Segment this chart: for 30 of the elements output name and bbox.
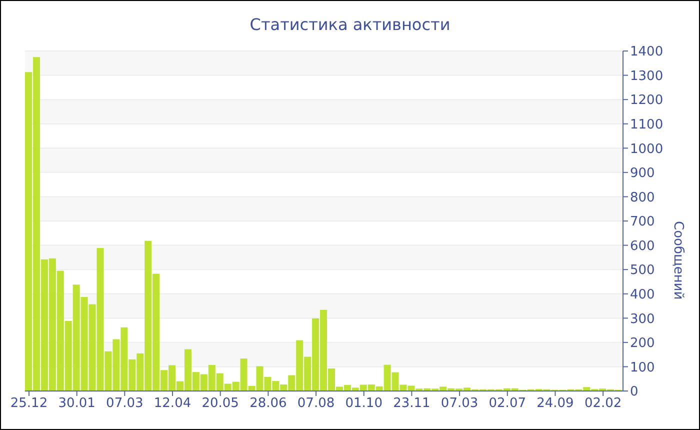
x-tick-label: 20.05 bbox=[202, 396, 239, 412]
y-axis-title: Сообщений bbox=[670, 221, 686, 300]
x-tick-label: 24.09 bbox=[536, 396, 574, 412]
x-tick-label: 12.04 bbox=[154, 396, 192, 412]
y-tick-label: 600 bbox=[630, 238, 655, 254]
x-tick-label: 23.11 bbox=[393, 396, 430, 412]
y-tick-label: 100 bbox=[630, 360, 655, 376]
x-tick-label: 25.12 bbox=[10, 396, 48, 412]
x-tick-label: 01.10 bbox=[345, 396, 382, 412]
x-tick-label: 07.03 bbox=[440, 396, 478, 412]
x-tick-label: 07.08 bbox=[297, 396, 335, 412]
y-tick-label: 900 bbox=[630, 166, 655, 182]
y-tick-label: 0 bbox=[630, 384, 638, 400]
y-tick-label: 1000 bbox=[630, 142, 664, 157]
y-tick-label: 300 bbox=[630, 312, 655, 327]
y-tick-label: 1200 bbox=[630, 93, 664, 108]
x-tick-label: 28.06 bbox=[250, 396, 287, 412]
y-tick-label: 1400 bbox=[630, 44, 664, 60]
y-tick-label: 1100 bbox=[630, 117, 664, 132]
y-tick-label: 700 bbox=[630, 214, 655, 230]
y-tick-label: 400 bbox=[630, 287, 655, 302]
chart-title: Статистика активности bbox=[248, 15, 452, 34]
x-tick-label: 02.07 bbox=[488, 396, 526, 412]
y-tick-label: 1300 bbox=[630, 68, 664, 84]
x-tick-label: 02.02 bbox=[584, 396, 622, 412]
y-tick-label: 200 bbox=[630, 336, 655, 352]
x-tick-label: 30.01 bbox=[58, 396, 96, 412]
x-tick-label: 07.03 bbox=[106, 396, 144, 412]
y-tick-label: 500 bbox=[630, 263, 655, 278]
y-tick-label: 800 bbox=[630, 190, 655, 206]
